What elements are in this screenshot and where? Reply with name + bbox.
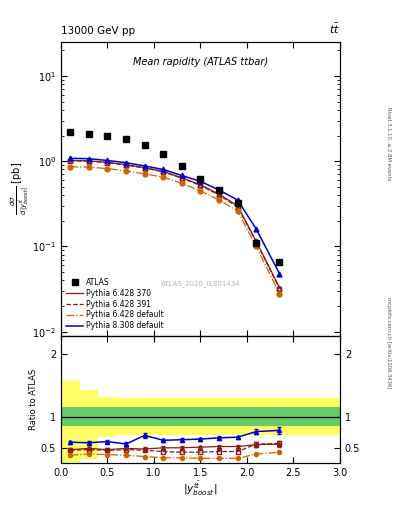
ATLAS — [254, 240, 259, 246]
Legend: ATLAS, Pythia 6.428 370, Pythia 6.428 391, Pythia 6.428 default, Pythia 8.308 de: ATLAS, Pythia 6.428 370, Pythia 6.428 39… — [65, 276, 165, 332]
Pythia 6.428 370 — [198, 182, 203, 188]
Line: Pythia 6.428 370: Pythia 6.428 370 — [70, 160, 279, 288]
Pythia 8.308 default — [124, 160, 129, 166]
Text: ATLAS_2020_I1801434: ATLAS_2020_I1801434 — [161, 281, 240, 288]
Pythia 6.428 370 — [124, 162, 129, 168]
ATLAS — [235, 200, 240, 206]
Pythia 8.308 default — [235, 197, 240, 203]
Pythia 8.308 default — [86, 156, 91, 162]
Pythia 6.428 default — [161, 174, 165, 180]
Pythia 6.428 default — [105, 165, 110, 172]
Pythia 6.428 default — [124, 168, 129, 174]
Text: Rivet 3.1.10, ≥ 2.8M events: Rivet 3.1.10, ≥ 2.8M events — [386, 106, 391, 180]
Pythia 6.428 391 — [180, 175, 184, 181]
ATLAS — [217, 187, 221, 193]
Pythia 8.308 default — [254, 226, 259, 232]
Pythia 6.428 391 — [105, 160, 110, 166]
ATLAS — [86, 131, 91, 137]
X-axis label: $|y^{t\bar{t}}_{boost}|$: $|y^{t\bar{t}}_{boost}|$ — [183, 480, 218, 498]
Pythia 6.428 default — [217, 197, 221, 203]
Pythia 8.308 default — [142, 163, 147, 169]
Pythia 6.428 370 — [254, 238, 259, 244]
ATLAS — [277, 260, 282, 266]
Pythia 8.308 default — [277, 271, 282, 277]
Pythia 8.308 default — [198, 178, 203, 184]
Pythia 6.428 391 — [142, 165, 147, 171]
Pythia 6.428 391 — [124, 162, 129, 168]
Line: ATLAS: ATLAS — [68, 130, 282, 265]
Y-axis label: $\frac{d\sigma}{d\,|y^{t\bar{t}}_{boost}|}$ [pb]: $\frac{d\sigma}{d\,|y^{t\bar{t}}_{boost}… — [8, 162, 31, 216]
Text: $t\bar{t}$: $t\bar{t}$ — [329, 22, 340, 36]
ATLAS — [105, 133, 110, 139]
Line: Pythia 8.308 default: Pythia 8.308 default — [70, 158, 279, 274]
Pythia 6.428 391 — [254, 239, 259, 245]
Pythia 6.428 default — [86, 164, 91, 170]
Line: Pythia 6.428 default: Pythia 6.428 default — [70, 167, 279, 294]
Pythia 6.428 default — [180, 180, 184, 186]
Pythia 6.428 370 — [217, 191, 221, 197]
Pythia 6.428 391 — [277, 286, 282, 292]
Text: Mean rapidity (ATLAS ttbar): Mean rapidity (ATLAS ttbar) — [133, 57, 268, 67]
ATLAS — [124, 136, 129, 142]
Pythia 6.428 370 — [68, 157, 73, 163]
Pythia 6.428 default — [235, 208, 240, 214]
ATLAS — [161, 152, 165, 158]
ATLAS — [142, 142, 147, 148]
Pythia 8.308 default — [180, 173, 184, 179]
Text: mcplots.cern.ch [arXiv:1306.3436]: mcplots.cern.ch [arXiv:1306.3436] — [386, 297, 391, 389]
Pythia 6.428 370 — [180, 175, 184, 181]
Pythia 6.428 default — [68, 164, 73, 170]
Pythia 6.428 370 — [235, 203, 240, 209]
Pythia 6.428 370 — [161, 168, 165, 175]
Pythia 6.428 391 — [161, 169, 165, 175]
Pythia 6.428 default — [254, 243, 259, 249]
ATLAS — [68, 129, 73, 135]
Text: 13000 GeV pp: 13000 GeV pp — [61, 26, 135, 36]
ATLAS — [198, 176, 203, 182]
Pythia 6.428 391 — [68, 158, 73, 164]
Pythia 6.428 391 — [86, 158, 91, 164]
Pythia 6.428 default — [198, 188, 203, 194]
Pythia 6.428 391 — [217, 192, 221, 198]
Pythia 6.428 370 — [277, 285, 282, 291]
Pythia 8.308 default — [68, 155, 73, 161]
Pythia 8.308 default — [105, 157, 110, 163]
Pythia 8.308 default — [161, 166, 165, 173]
Pythia 6.428 391 — [235, 204, 240, 210]
Pythia 6.428 370 — [105, 159, 110, 165]
Pythia 6.428 370 — [142, 164, 147, 170]
Pythia 6.428 391 — [198, 182, 203, 188]
Pythia 6.428 default — [142, 171, 147, 177]
ATLAS — [180, 163, 184, 169]
Line: Pythia 6.428 391: Pythia 6.428 391 — [70, 161, 279, 289]
Y-axis label: Ratio to ATLAS: Ratio to ATLAS — [29, 369, 38, 430]
Pythia 8.308 default — [217, 187, 221, 193]
Pythia 6.428 370 — [86, 158, 91, 164]
Pythia 6.428 default — [277, 291, 282, 297]
